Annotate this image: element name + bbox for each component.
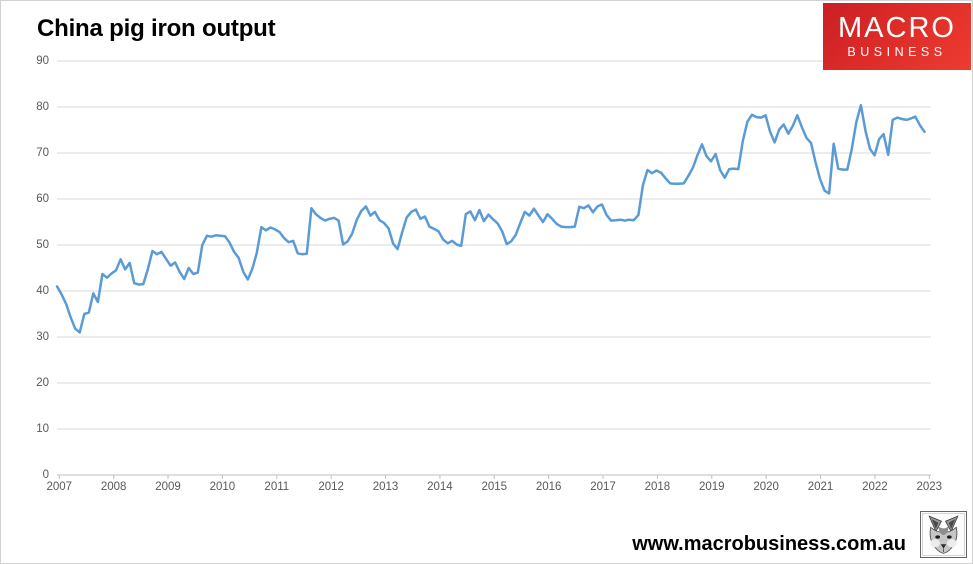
x-axis-label: 2009 [155,481,181,493]
x-axis-label: 2010 [209,481,236,493]
logo-text-business: BUSINESS [847,45,947,60]
y-axis-label: 20 [36,377,49,389]
fox-sketch-logo [920,511,967,558]
x-axis-label: 2011 [264,481,290,493]
y-axis-label: 50 [36,239,49,251]
y-axis-label: 70 [36,147,49,159]
y-axis-label: 40 [36,285,49,297]
x-axis-label: 2022 [862,481,888,493]
y-axis-label: 30 [36,331,49,343]
y-axis-label: 10 [36,423,49,435]
footer-url: www.macrobusiness.com.au [632,533,906,555]
x-axis-label: 2018 [644,481,671,493]
x-axis-label: 2019 [699,481,725,493]
x-axis-label: 2021 [807,481,834,493]
x-axis-label: 2008 [100,481,127,493]
x-axis-label: 2016 [535,481,562,493]
y-axis-label: 60 [36,193,49,205]
x-axis-label: 2014 [427,481,453,493]
y-axis-label: 80 [36,101,49,113]
macrobusiness-logo: MACRO BUSINESS [823,3,971,70]
x-axis-label: 2007 [46,481,73,493]
y-axis-label: 0 [42,469,49,481]
x-axis-label: 2013 [372,481,399,493]
pig-iron-output-line [55,103,926,334]
x-axis-label: 2015 [481,481,508,493]
x-axis-label: 2012 [318,481,344,493]
x-axis-label: 2023 [916,481,943,493]
logo-text-macro: MACRO [838,12,956,45]
chart-title: China pig iron output [37,15,276,42]
x-axis-label: 2020 [753,481,779,493]
y-axis-label: 90 [36,55,49,67]
x-axis-label: 2017 [590,481,616,493]
